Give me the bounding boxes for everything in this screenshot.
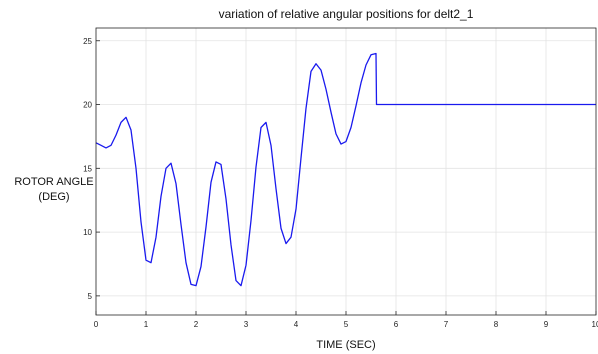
y-tick-label: 10	[83, 228, 92, 237]
y-tick-label: 20	[83, 101, 92, 110]
x-tick-label: 6	[394, 320, 399, 329]
x-tick-label: 4	[294, 320, 299, 329]
x-tick-label: 10	[592, 320, 598, 329]
y-axis-label-line-1: ROTOR ANGLE	[14, 176, 94, 188]
series-line	[95, 52, 596, 287]
y-tick-label: 5	[88, 292, 93, 301]
plot-frame	[95, 27, 597, 316]
y-tick-labels: 5 10 15 20 25	[83, 37, 92, 301]
x-tick-label: 7	[444, 320, 449, 329]
x-tick-label: 0	[94, 320, 99, 329]
x-tick-labels: 0 1 2 3 4 5 6 7 8 9 10	[94, 320, 598, 329]
chart-title: variation of relative angular positions …	[219, 7, 474, 21]
tick-marks	[95, 40, 597, 315]
series-layer	[95, 52, 596, 287]
x-axis-label: TIME (SEC)	[316, 339, 375, 351]
y-axis-label-line-2: (DEG)	[38, 191, 70, 203]
x-tick-label: 3	[244, 320, 249, 329]
x-tick-label: 8	[494, 320, 499, 329]
x-tick-label: 2	[194, 320, 199, 329]
y-axis-label: ROTOR ANGLE (DEG)	[8, 175, 100, 205]
x-tick-label: 5	[344, 320, 349, 329]
y-tick-label: 25	[83, 37, 92, 46]
y-tick-label: 15	[83, 164, 92, 173]
x-tick-label: 1	[144, 320, 149, 329]
x-tick-label: 9	[544, 320, 549, 329]
